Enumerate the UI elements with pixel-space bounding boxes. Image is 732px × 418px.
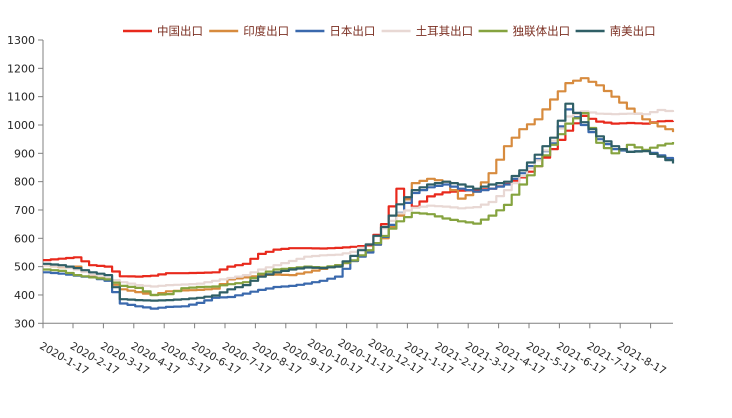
legend-item-3: 土耳其出口	[381, 24, 474, 38]
y-axis-labels: 300 400 500 600 700 800 900 1000 1100 1200 1300	[7, 34, 35, 330]
y-tick-label: 900	[14, 147, 35, 160]
legend-label: 土耳其出口	[416, 24, 474, 38]
y-tick-label: 600	[14, 232, 35, 245]
series-line-4	[43, 112, 675, 297]
legend-label: 独联体出口	[513, 24, 571, 38]
y-tick-label: 1200	[7, 62, 35, 75]
legend-item-0: 中国出口	[123, 24, 203, 38]
legend-label: 南美出口	[610, 24, 656, 38]
chart-legend: 中国出口 印度出口 日本出口 土耳其出口 独联体出口 南美出口	[123, 24, 656, 38]
chart-series-lines	[43, 77, 675, 310]
legend-label: 印度出口	[243, 24, 289, 38]
legend-label: 中国出口	[157, 24, 203, 38]
series-line-2	[43, 108, 675, 310]
y-tick-label: 1000	[7, 119, 35, 132]
y-tick-label: 700	[14, 204, 35, 217]
legend-item-2: 日本出口	[295, 24, 375, 38]
chart-axes	[38, 39, 673, 329]
y-tick-label: 500	[14, 261, 35, 274]
y-tick-label: 1100	[7, 91, 35, 104]
legend-label: 日本出口	[329, 24, 375, 38]
series-line-3	[43, 108, 675, 288]
series-line-1	[43, 77, 675, 297]
x-axis-labels: 2020-1-172020-2-172020-3-172020-4-172020…	[37, 337, 668, 378]
series-line-5	[43, 102, 675, 302]
legend-item-5: 南美出口	[575, 24, 656, 38]
y-tick-label: 1300	[7, 34, 35, 47]
y-tick-label: 300	[14, 317, 35, 330]
y-tick-label: 800	[14, 176, 35, 189]
legend-item-4: 独联体出口	[478, 24, 571, 38]
y-tick-label: 400	[14, 289, 35, 302]
legend-item-1: 印度出口	[209, 24, 289, 38]
